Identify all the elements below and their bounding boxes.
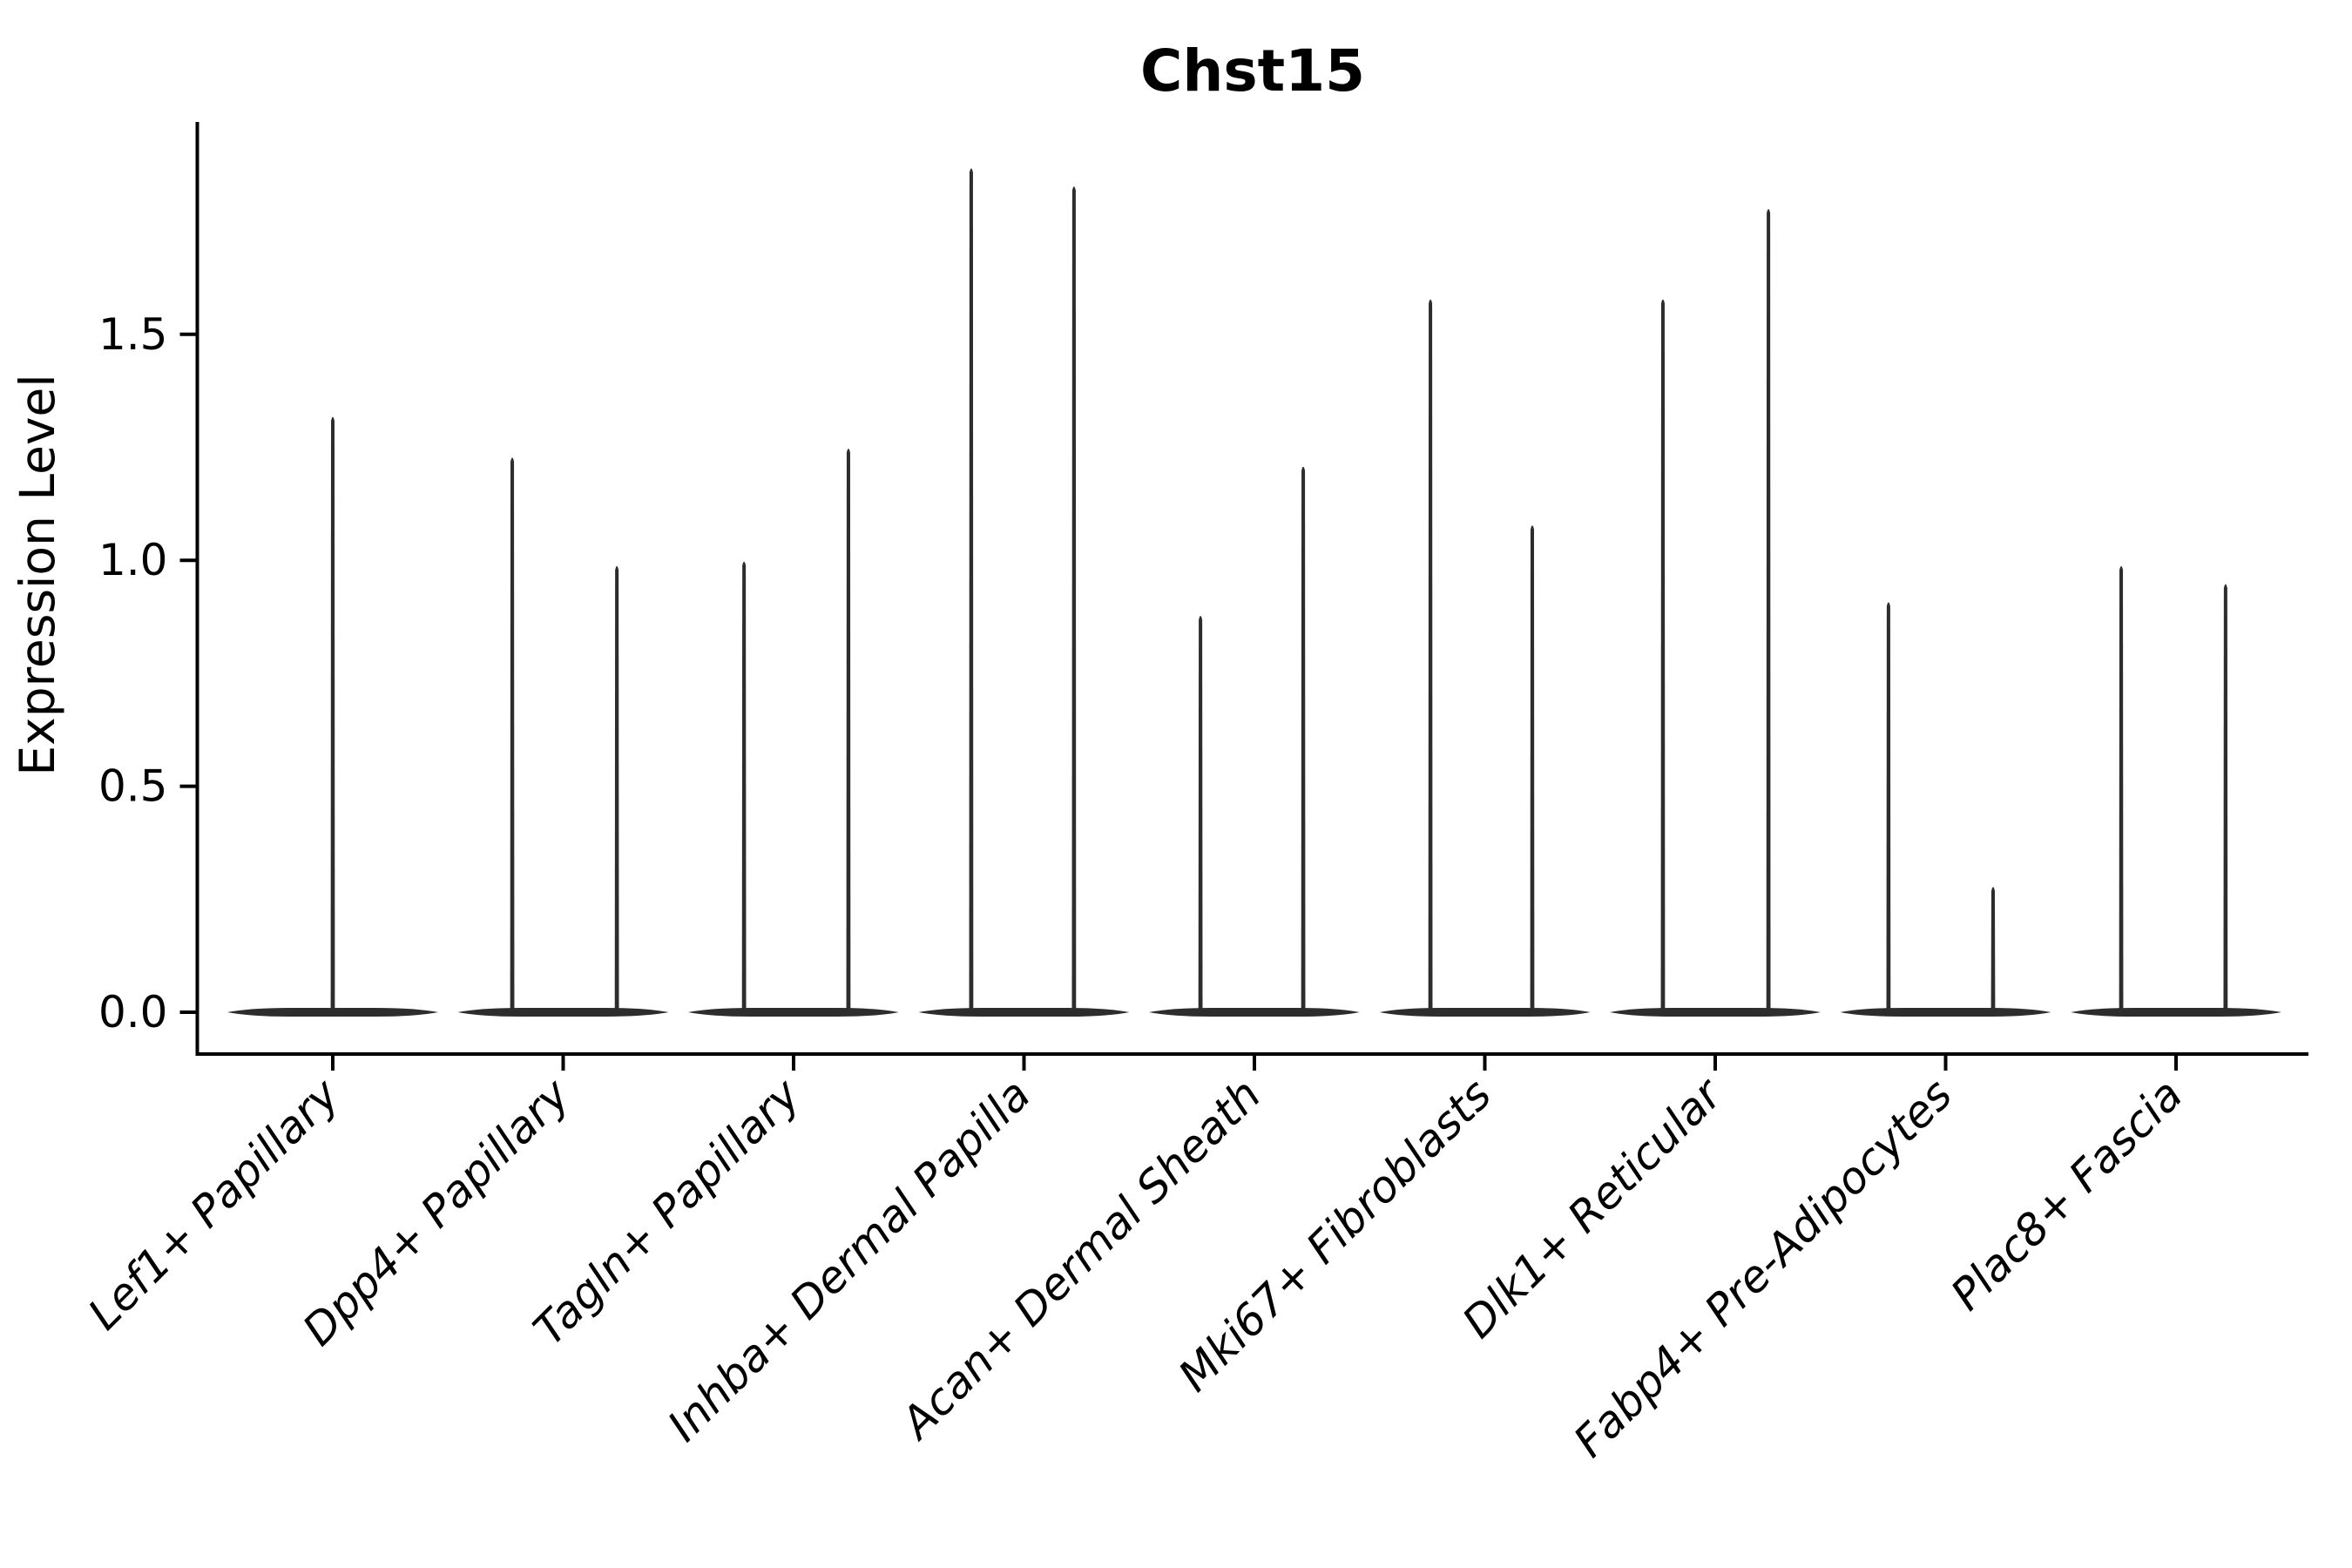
violin-base	[2071, 1008, 2281, 1017]
violin-spike	[741, 561, 747, 1014]
x-tick-label: Plac8+ Fascia	[1942, 1069, 2193, 1320]
violin-base	[1149, 1008, 1360, 1017]
violin-spike	[969, 168, 974, 1014]
violin-spike	[510, 457, 515, 1014]
violin-spike	[1301, 466, 1306, 1014]
violin-spike	[1071, 186, 1077, 1014]
violin-base	[918, 1008, 1130, 1017]
violin-spike	[1766, 209, 1771, 1014]
violin-spike	[1428, 299, 1433, 1014]
y-tick-label: 0.0	[98, 987, 168, 1037]
violin-spike	[1530, 525, 1535, 1014]
violin-base	[688, 1008, 899, 1017]
x-tick-label: Inhba+ Dermal Papilla	[659, 1069, 1040, 1450]
violin-base	[1610, 1008, 1821, 1017]
violin-spike	[2223, 584, 2228, 1014]
violin-spike	[1660, 299, 1666, 1014]
violin-spike	[1198, 615, 1203, 1014]
violin-spike	[1990, 887, 1996, 1014]
violin-spike	[2119, 565, 2124, 1014]
violin-spike	[846, 449, 851, 1014]
violin-spike	[1886, 602, 1891, 1014]
y-tick-label: 0.5	[98, 761, 168, 812]
violin-base	[1840, 1008, 2051, 1017]
y-tick-label: 1.5	[98, 309, 168, 360]
y-axis-label: Expression Level	[10, 374, 65, 775]
violin-base	[457, 1008, 669, 1017]
violin-spike	[614, 565, 619, 1014]
chart-title: Chst15	[1140, 37, 1365, 105]
violin-spike	[330, 416, 335, 1015]
violin-base	[1379, 1008, 1591, 1017]
x-tick-label: Lef1+ Papillary	[78, 1068, 349, 1339]
violins-layer	[227, 168, 2281, 1017]
x-tick-label: Fabp4+ Pre-Adipocytes	[1564, 1069, 1962, 1467]
y-tick-label: 1.0	[98, 535, 168, 585]
